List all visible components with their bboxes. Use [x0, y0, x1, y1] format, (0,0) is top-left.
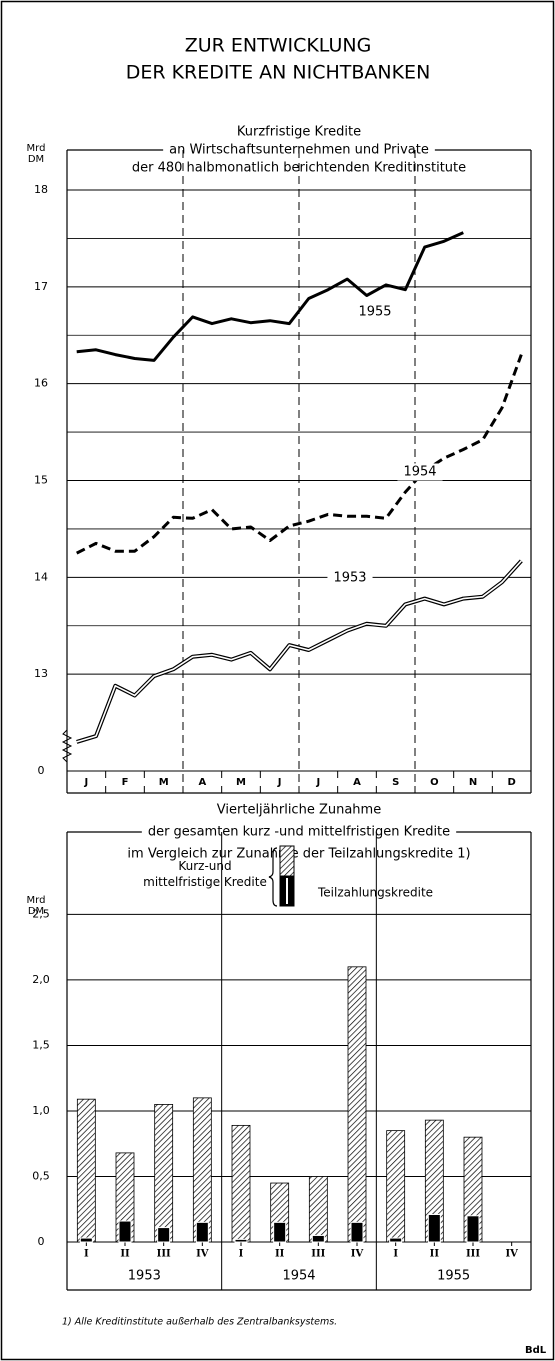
x-tick-label: II	[430, 1249, 440, 1260]
y-label: Mrd	[27, 143, 46, 154]
legend-brace	[268, 847, 278, 907]
legend-text: Kurz-und mittelfristige Kredite	[143, 859, 267, 889]
footnote: 1) Alle Kreditinstitute außerhalb des Ze…	[62, 1317, 337, 1328]
legend-entry: Kurz-und mittelfristige Kredite	[143, 859, 267, 889]
title-gap	[352, 303, 398, 321]
x-tick-label: I	[239, 1249, 244, 1260]
x-tick-label: I	[393, 1249, 398, 1260]
bar	[311, 1234, 325, 1243]
y-tick-label: 0	[38, 1235, 45, 1248]
y-tick-label: 2,0	[32, 973, 50, 986]
y-tick-label: 0	[38, 764, 45, 777]
group-label: 1955	[437, 1269, 470, 1284]
x-tick-label: O	[430, 777, 439, 788]
y-tick-label: 18	[34, 183, 48, 196]
group-label: 1954	[282, 1269, 315, 1284]
bar	[118, 1220, 132, 1243]
x-tick-label: A	[353, 777, 361, 788]
x-tick-label: N	[469, 777, 477, 788]
title-gap	[327, 569, 373, 587]
series-line	[76, 231, 464, 362]
source: BdL	[525, 1345, 547, 1356]
y-label: DM	[28, 906, 44, 917]
group-label: 1953	[128, 1269, 161, 1284]
bar	[389, 1237, 403, 1243]
bar	[76, 1098, 96, 1243]
y-label: Mrd	[27, 895, 46, 906]
y-tick-label: 0,5	[32, 1169, 50, 1182]
title-gap	[141, 823, 457, 841]
x-tick-label: M	[236, 777, 246, 788]
y-tick-label: 16	[34, 377, 48, 390]
bar	[427, 1213, 441, 1243]
bar	[234, 1238, 248, 1243]
axis-break	[61, 729, 73, 763]
y-tick-label: 1,0	[32, 1104, 50, 1117]
x-tick-label: II	[275, 1249, 285, 1260]
bar	[231, 1124, 251, 1243]
x-tick-label: III	[466, 1249, 480, 1260]
x-tick-label: IV	[196, 1249, 209, 1260]
chart-title: Kurzfristige Kredite	[237, 125, 361, 140]
x-tick-label: IV	[351, 1249, 364, 1260]
bar	[79, 1237, 93, 1243]
x-tick-label: D	[508, 777, 516, 788]
x-tick-label: M	[159, 777, 169, 788]
chart-title: im Vergleich zur Zunahme der Teilzahlung…	[127, 847, 470, 862]
x-tick-label: I	[84, 1249, 89, 1260]
bar	[308, 1176, 328, 1243]
main-title: DER KREDITE AN NICHTBANKEN	[126, 62, 431, 84]
legend-text: Teilzahlungskredite	[317, 886, 433, 900]
title-gap	[397, 463, 443, 481]
legend-swatch	[279, 845, 295, 877]
x-tick-label: S	[392, 777, 399, 788]
y-tick-label: 2,5	[32, 907, 50, 920]
y-tick-label: 13	[34, 667, 48, 680]
y-tick-label: 1,5	[32, 1038, 50, 1051]
y-tick-label: 15	[34, 474, 48, 487]
chart-title: der gesamten kurz -und mittelfristigen K…	[148, 825, 450, 840]
y-tick-label: 17	[34, 280, 48, 293]
bar	[195, 1221, 209, 1243]
x-tick-label: J	[277, 777, 282, 788]
series-line	[76, 354, 523, 555]
bar	[192, 1097, 212, 1243]
x-tick-label: III	[157, 1249, 171, 1260]
x-tick-label: J	[83, 777, 88, 788]
x-tick-label: A	[198, 777, 206, 788]
bar	[273, 1221, 287, 1243]
bar	[157, 1227, 171, 1243]
y-label: DM	[28, 154, 44, 165]
series-label: 1955	[358, 305, 391, 320]
series-line-inner	[76, 560, 522, 743]
bar	[347, 966, 367, 1243]
x-tick-label: IV	[505, 1249, 518, 1260]
x-tick-label: II	[120, 1249, 130, 1260]
series-label: 1954	[403, 465, 436, 480]
bar	[350, 1221, 364, 1243]
main-title: ZUR ENTWICKLUNG	[185, 35, 372, 57]
y-tick-label: 14	[34, 570, 48, 583]
bar	[386, 1130, 406, 1243]
bar	[154, 1104, 174, 1243]
bar	[466, 1215, 480, 1243]
x-tick-label: J	[315, 777, 320, 788]
chart-title: Vierteljährliche Zunahme	[217, 803, 381, 818]
series-label: 1953	[333, 571, 366, 586]
x-tick-label: F	[122, 777, 129, 788]
x-tick-label: III	[311, 1249, 325, 1260]
